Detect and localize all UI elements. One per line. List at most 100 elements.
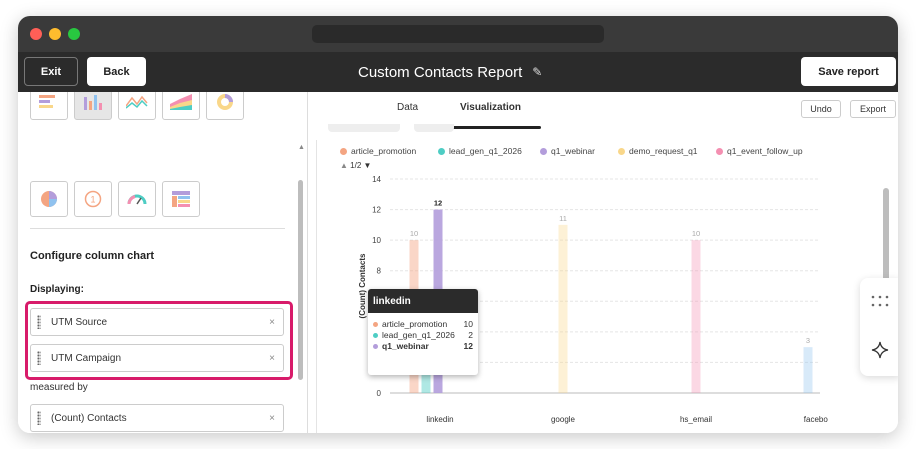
exit-button[interactable]: Exit (24, 57, 78, 86)
tab-data[interactable]: Data (397, 102, 419, 113)
maximize-window-button[interactable] (68, 28, 80, 40)
legend-prev-icon[interactable]: ▲ (340, 161, 348, 170)
pie-chart-icon[interactable] (30, 181, 68, 217)
bar-hs_email-q1_event_follow_up (691, 240, 701, 393)
pencil-edit-icon[interactable]: ✎ (532, 65, 543, 79)
legend-item-q1_event_follow_up[interactable]: q1_event_follow_up (716, 146, 803, 156)
legend-dot (540, 147, 547, 155)
donut-chart-icon[interactable] (206, 92, 244, 120)
tooltip-series: article_promotion (382, 319, 448, 329)
report-title-text: Custom Contacts Report (358, 63, 523, 81)
filter-chips (328, 124, 454, 132)
legend-item-lead_gen_q1_2026[interactable]: lead_gen_q1_2026 (438, 146, 522, 156)
legend-item-q1_webinar[interactable]: q1_webinar (540, 146, 595, 156)
back-button[interactable]: Back (87, 57, 146, 86)
legend-item-article_promotion[interactable]: article_promotion (340, 146, 416, 156)
side-action-rail (860, 278, 898, 376)
bar-linkedin-lead_gen_q1_2026 (421, 362, 431, 393)
legend-dot (438, 147, 445, 155)
configure-panel: 1 ▲ Configure column chart Displaying: U… (18, 92, 308, 433)
remove-field-icon[interactable]: × (269, 412, 275, 424)
field-utm-campaign[interactable]: UTM Campaign × (30, 344, 284, 372)
legend-label: article_promotion (351, 146, 417, 156)
bar-facebook-series (803, 347, 813, 393)
active-tab-indicator (439, 126, 541, 129)
dots-grid-icon[interactable] (870, 294, 890, 308)
tooltip-row: article_promotion 10 (373, 319, 473, 329)
field-label: UTM Campaign (51, 352, 122, 364)
y-tick-label: 14 (372, 175, 381, 184)
address-bar[interactable] (312, 25, 604, 43)
horizontal-bar-icon[interactable] (30, 92, 68, 120)
area-chart-icon[interactable] (162, 92, 200, 120)
svg-text:1: 1 (90, 195, 95, 205)
kpi-number-icon[interactable]: 1 (74, 181, 112, 217)
gauge-icon[interactable] (118, 181, 156, 217)
data-label: 10 (410, 229, 418, 238)
drag-handle-icon[interactable] (37, 411, 41, 425)
y-tick-label: 8 (377, 267, 382, 276)
minimize-window-button[interactable] (49, 28, 61, 40)
report-toolbar: Exit Back Custom Contacts Report ✎ Save … (18, 52, 898, 92)
column-chart-icon[interactable] (74, 92, 112, 120)
y-axis-title: (Count) Contacts (358, 253, 367, 318)
app-window: Exit Back Custom Contacts Report ✎ Save … (18, 16, 898, 433)
left-scrollbar[interactable] (298, 180, 303, 380)
tooltip-title: linkedin (368, 289, 478, 313)
legend-dot (618, 147, 625, 155)
export-button[interactable]: Export (850, 100, 896, 118)
legend-next-icon[interactable]: ▼ (363, 161, 372, 170)
bar-google-demo_request_q1 (558, 224, 568, 393)
tooltip-series: lead_gen_q1_2026 (382, 330, 455, 340)
scroll-up-arrow[interactable]: ▲ (298, 144, 305, 151)
right-scrollbar[interactable] (883, 188, 889, 306)
legend-pager[interactable]: ▲ 1/2 ▼ (340, 161, 371, 170)
y-tick-label: 12 (372, 206, 381, 215)
highlight-box (25, 301, 293, 380)
x-tick-label: facebook (804, 415, 828, 424)
legend-dot (716, 147, 723, 155)
pivot-table-icon[interactable] (162, 181, 200, 217)
undo-button[interactable]: Undo (801, 100, 841, 118)
y-tick-label: 0 (377, 389, 382, 398)
close-window-button[interactable] (30, 28, 42, 40)
data-label: 11 (559, 214, 567, 223)
chart-tooltip: linkedin article_promotion 10 lead_gen_q… (368, 289, 478, 375)
chart-panel (316, 140, 886, 433)
field-utm-source[interactable]: UTM Source × (30, 308, 284, 336)
field-count-contacts[interactable]: (Count) Contacts × (30, 404, 284, 432)
title-bar (18, 16, 898, 52)
visualization-panel: Data Visualization Undo Export (308, 92, 898, 433)
legend-page-label: 1/2 (350, 161, 362, 170)
legend-label: q1_event_follow_up (727, 146, 803, 156)
tab-visualization[interactable]: Visualization (460, 102, 521, 113)
data-label: 12 (434, 199, 442, 208)
tooltip-row: lead_gen_q1_2026 2 (373, 330, 473, 340)
section-title: Configure column chart (30, 250, 155, 262)
legend-label: q1_webinar (551, 146, 595, 156)
report-title[interactable]: Custom Contacts Report ✎ (358, 52, 542, 92)
drag-handle-icon[interactable] (37, 315, 41, 329)
y-tick-label: 10 (372, 236, 381, 245)
data-label: 3 (806, 336, 810, 345)
remove-field-icon[interactable]: × (269, 316, 275, 328)
tooltip-row: q1_webinar 12 (373, 341, 473, 351)
x-tick-label: linkedin (426, 415, 453, 424)
data-label: 10 (692, 229, 700, 238)
tooltip-series: q1_webinar (382, 341, 429, 351)
filter-chip[interactable] (328, 124, 400, 132)
save-report-button[interactable]: Save report (801, 57, 896, 86)
divider (30, 228, 285, 229)
filter-chip[interactable] (414, 124, 454, 132)
displaying-label: Displaying: (30, 284, 84, 295)
remove-field-icon[interactable]: × (269, 352, 275, 364)
legend-dot (340, 147, 347, 155)
legend-item-demo_request_q1[interactable]: demo_request_q1 (618, 146, 698, 156)
series-dot (373, 332, 378, 338)
tooltip-value: 2 (468, 330, 473, 340)
tooltip-value: 10 (463, 319, 473, 329)
sparkle-icon[interactable] (871, 341, 889, 359)
drag-handle-icon[interactable] (37, 351, 41, 365)
x-tick-label: google (551, 415, 576, 424)
line-chart-icon[interactable] (118, 92, 156, 120)
